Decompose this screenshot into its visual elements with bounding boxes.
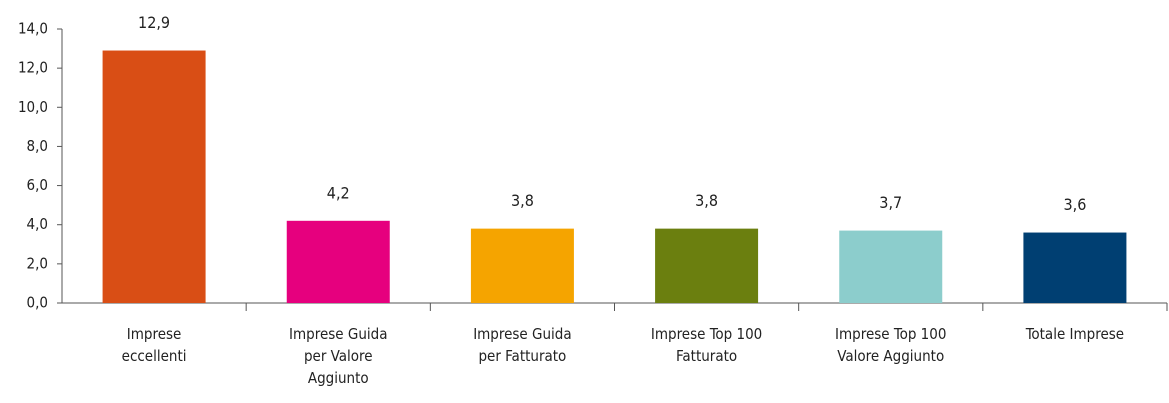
y-tick-label: 6,0 <box>27 176 48 194</box>
x-tick-label: Imprese Top 100 Valore Aggiunto <box>835 325 947 365</box>
x-tick-label: Imprese Guida per Valore Aggiunto <box>289 325 388 387</box>
x-tick-label: Imprese Top 100 Fatturato <box>650 325 763 365</box>
y-tick-label: 12,0 <box>18 59 48 77</box>
x-tick-label-box: Imprese eccellenti <box>121 325 187 365</box>
x-tick-label-box: Imprese Top 100 Valore Aggiunto <box>835 325 947 365</box>
x-tick-label-box: Imprese Guida per Fatturato <box>473 325 572 365</box>
value-label: 3,8 <box>695 191 718 210</box>
bar <box>1023 232 1127 303</box>
y-tick-label: 8,0 <box>27 137 48 155</box>
y-tick-label: 14,0 <box>18 20 48 38</box>
value-label: 4,2 <box>327 183 350 202</box>
y-tick-label: 2,0 <box>27 254 48 272</box>
value-label: 3,7 <box>879 193 902 212</box>
bar <box>102 50 206 304</box>
bar <box>655 228 759 303</box>
x-tick-label: Imprese Guida per Fatturato <box>473 325 572 365</box>
value-label: 3,6 <box>1063 195 1086 214</box>
bar <box>470 228 574 303</box>
value-label: 12,9 <box>138 13 170 32</box>
y-tick-label: 10,0 <box>18 98 48 116</box>
y-tick-label: 0,0 <box>27 294 48 312</box>
bar <box>286 220 390 303</box>
y-tick-label: 4,0 <box>27 215 48 233</box>
x-tick-label-box: Imprese Guida per Valore Aggiunto <box>289 325 388 387</box>
x-tick-label-box: Totale Imprese <box>1025 325 1125 343</box>
value-label: 3,8 <box>511 191 534 210</box>
x-tick-label: Imprese eccellenti <box>121 325 187 365</box>
x-tick-label: Totale Imprese <box>1025 325 1125 343</box>
bar <box>839 230 943 303</box>
x-tick-label-box: Imprese Top 100 Fatturato <box>650 325 763 365</box>
